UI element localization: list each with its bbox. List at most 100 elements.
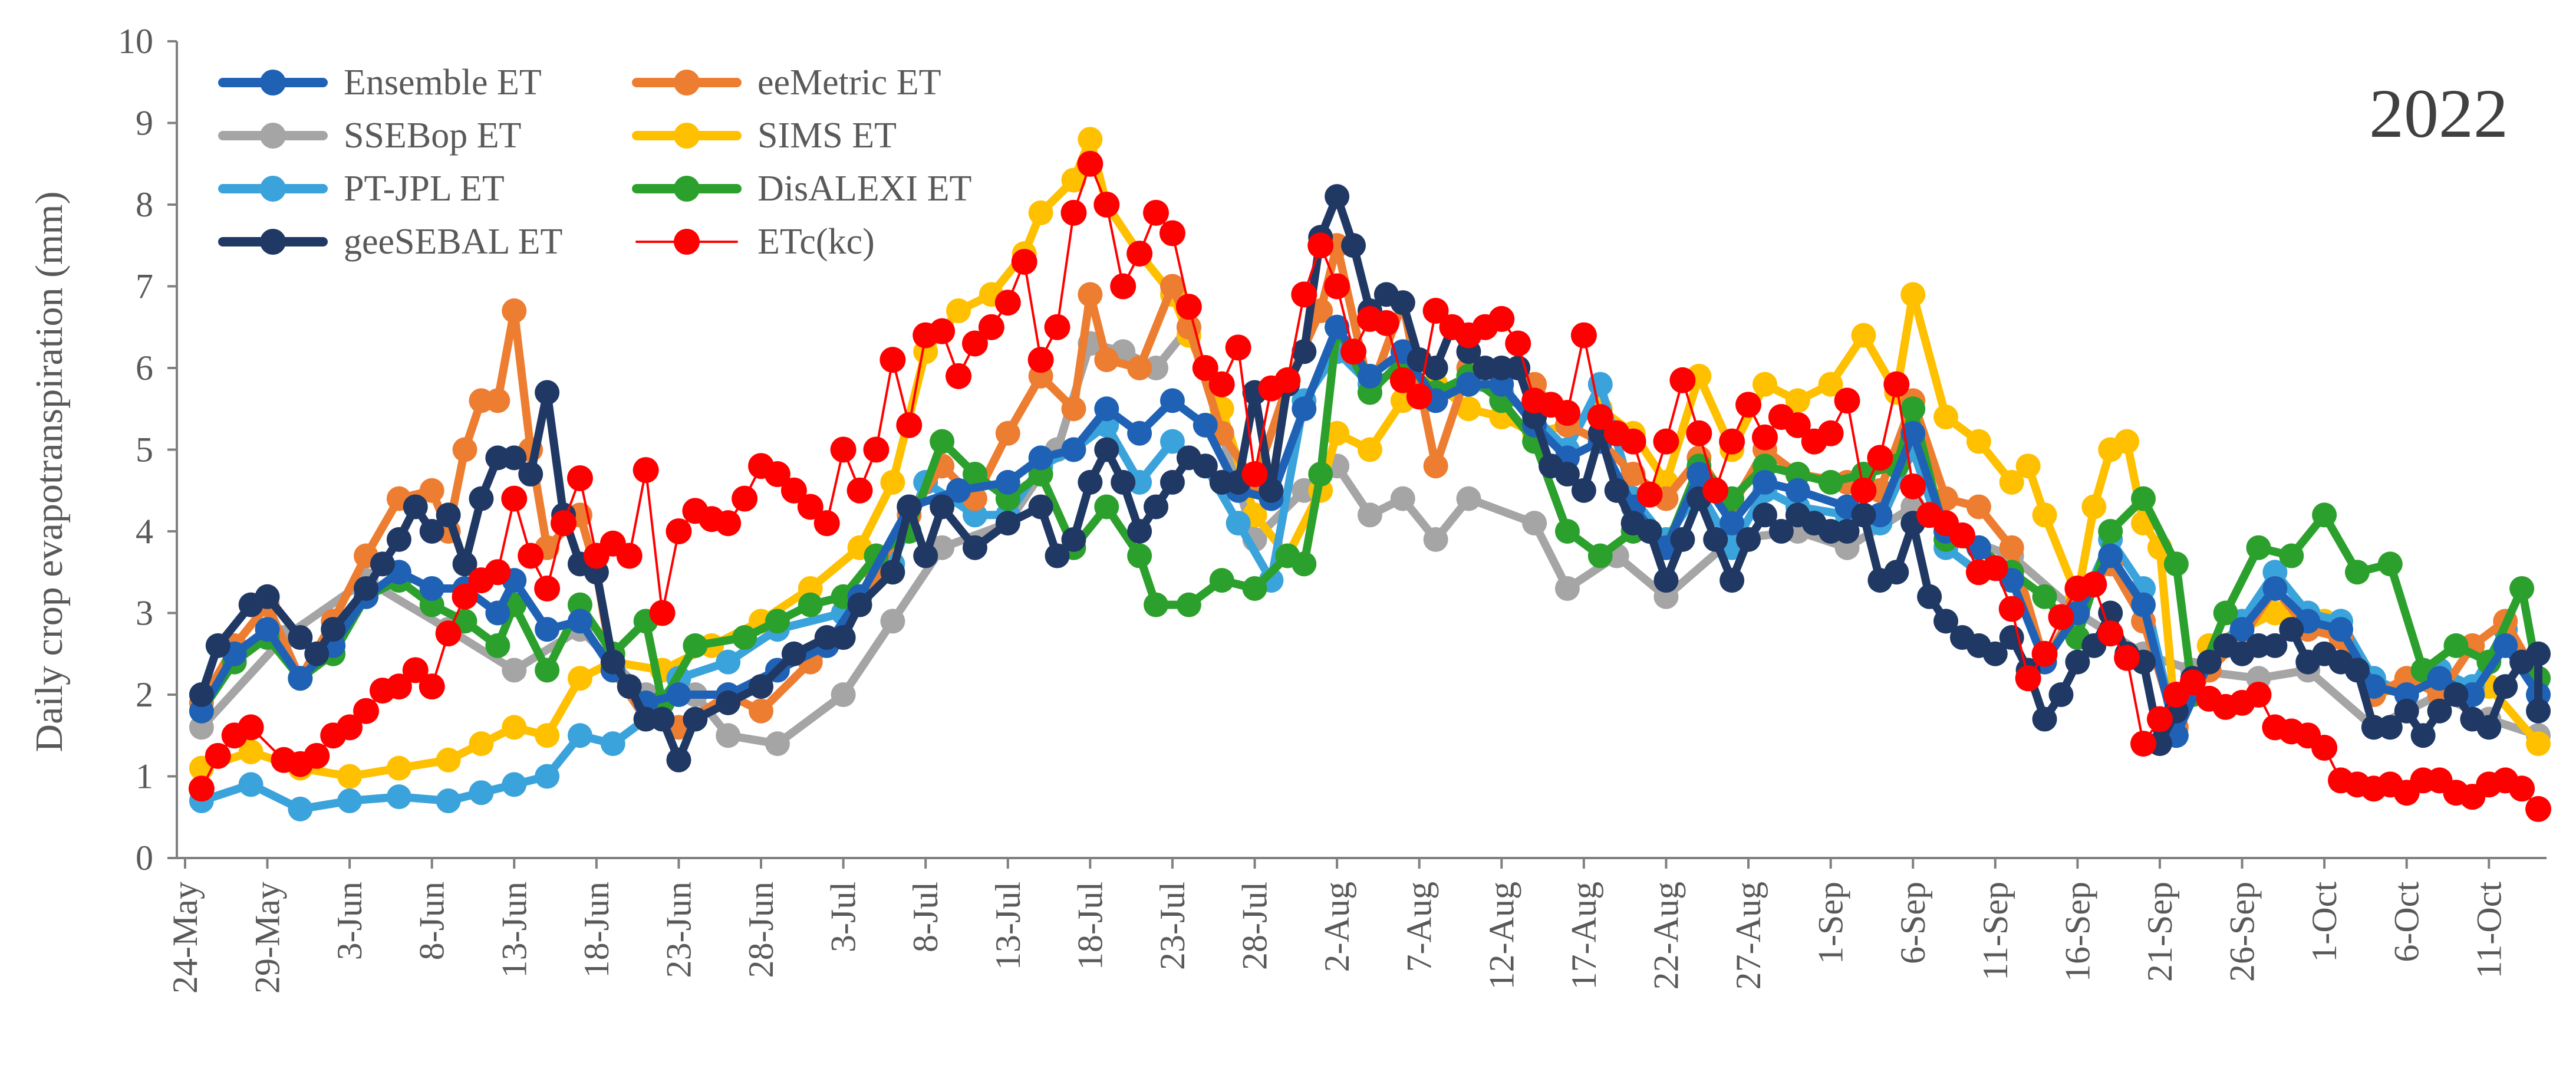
data-point (1900, 420, 1926, 446)
data-point (2443, 682, 2469, 707)
data-point (764, 461, 790, 488)
data-point (1144, 494, 1169, 520)
data-point (1571, 478, 1596, 503)
data-point (485, 600, 510, 626)
data-point (1011, 248, 1037, 275)
data-point (485, 633, 510, 658)
data-point (2311, 735, 2338, 761)
data-point (1999, 535, 2024, 560)
year-annotation: 2022 (2369, 75, 2508, 152)
legend-item: PT-JPL ET (218, 169, 505, 209)
data-point (1061, 527, 1086, 552)
data-point (2048, 682, 2074, 707)
x-tick-label: 6-Oct (2387, 882, 2426, 962)
data-point (995, 420, 1020, 446)
data-point (205, 742, 231, 769)
data-point (1719, 568, 1745, 593)
data-point (2229, 617, 2255, 642)
data-point (1587, 404, 1613, 430)
data-point (386, 527, 411, 552)
data-point (1670, 527, 1695, 552)
data-point (1028, 494, 1053, 520)
data-point (831, 625, 856, 650)
data-point (551, 510, 577, 537)
data-point (1883, 371, 1910, 397)
data-point (567, 609, 592, 634)
data-point (1669, 367, 1696, 393)
x-tick-label: 6-Sep (1893, 882, 1932, 964)
data-point (1949, 522, 1975, 548)
data-point (1357, 363, 1382, 389)
data-point (386, 784, 411, 810)
data-point (1686, 462, 1712, 487)
data-point (1719, 428, 1745, 455)
data-point (2114, 429, 2140, 454)
y-tick-label: 1 (136, 757, 153, 796)
data-point (1061, 396, 1086, 422)
data-point (1998, 596, 2025, 622)
data-point (469, 780, 494, 806)
data-point (1653, 568, 1679, 593)
data-point (1325, 184, 1350, 209)
legend-item: Ensemble ET (218, 63, 542, 103)
data-point (2098, 519, 2123, 544)
data-point (419, 673, 445, 700)
legend-label: PT-JPL ET (344, 169, 505, 209)
data-point (2130, 731, 2157, 757)
data-point (2493, 633, 2518, 658)
data-point (1226, 511, 1251, 536)
data-point (2196, 649, 2222, 675)
data-point (2213, 600, 2238, 626)
data-point (1604, 478, 1629, 503)
data-point (1851, 323, 1876, 348)
y-tick-label: 10 (118, 22, 153, 61)
data-point (1291, 281, 1317, 308)
data-point (469, 731, 494, 757)
data-point (1900, 282, 1926, 307)
data-point (1637, 519, 1662, 544)
data-point (2032, 584, 2057, 609)
data-point (2525, 796, 2552, 822)
legend-label: geeSEBAL ET (344, 222, 562, 262)
x-tick-label: 18-Jun (577, 882, 616, 978)
data-point (946, 478, 971, 503)
data-point (1093, 192, 1120, 218)
data-point (1587, 543, 1613, 568)
data-point (354, 576, 379, 601)
data-point (1900, 473, 1926, 499)
data-point (2509, 576, 2535, 601)
data-point (1027, 347, 1054, 373)
x-tick-label: 24-May (166, 882, 205, 994)
data-point (2098, 543, 2123, 568)
data-point (1851, 502, 1876, 528)
data-point (2312, 502, 2337, 528)
data-point (1292, 339, 1317, 364)
data-point (386, 755, 411, 781)
data-point (238, 714, 264, 741)
x-tick-label: 13-Jun (495, 882, 533, 978)
data-point (567, 723, 592, 748)
data-point (1488, 305, 1515, 332)
data-point (1259, 478, 1284, 503)
data-point (1966, 494, 1991, 520)
data-point (403, 494, 428, 520)
data-point (402, 657, 429, 683)
data-point (419, 478, 444, 503)
axes: 0 1 2 3 4 5 6 7 8 9 10 24-May 29-May 3-Jun 8-Jun 13-Jun… (118, 22, 2547, 994)
legend-label: Ensemble ET (344, 63, 542, 103)
data-point (2443, 633, 2469, 658)
data-point (419, 519, 444, 544)
data-point (930, 494, 955, 520)
data-point (879, 347, 906, 373)
data-point (1686, 420, 1712, 446)
data-point (452, 437, 477, 462)
data-point (1703, 527, 1728, 552)
data-point (288, 796, 313, 821)
data-point (617, 674, 642, 699)
data-point (1933, 609, 1959, 634)
data-point (1159, 388, 1185, 413)
legend-label: ETc(kc) (757, 222, 875, 262)
data-point (1966, 429, 1991, 454)
data-point (535, 723, 560, 748)
legend-item: SIMS ET (632, 116, 897, 156)
